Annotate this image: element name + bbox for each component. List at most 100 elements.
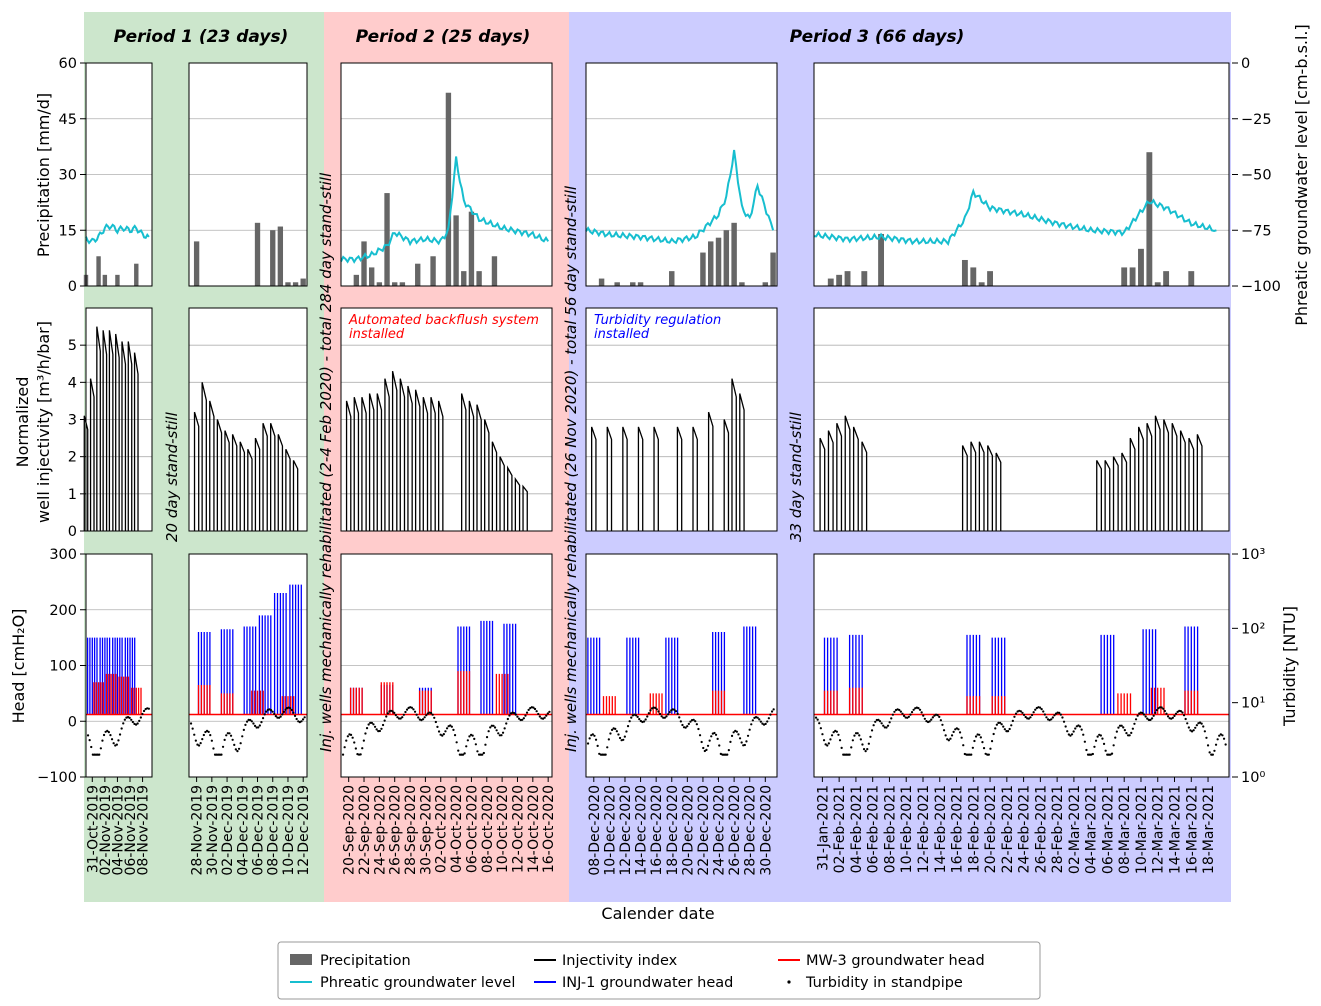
rehab-1-annotation: Inj. wells mechanically rehabilitated (2… bbox=[317, 172, 335, 752]
inj1-head-spike bbox=[743, 626, 757, 715]
injectivity-spike bbox=[499, 456, 505, 531]
injectivity-spike bbox=[1163, 419, 1170, 531]
injectivity-spike bbox=[692, 426, 698, 531]
panel-frame bbox=[340, 307, 553, 532]
inj1-head-spike bbox=[243, 626, 257, 715]
x-tick-label: 24-Feb-2021 bbox=[1017, 785, 1033, 873]
inj1-head-spike bbox=[258, 615, 272, 715]
x-tick-label: 26-Dec-2020 bbox=[727, 785, 743, 876]
precipitation-bar bbox=[1163, 271, 1170, 286]
phreatic-level-line bbox=[85, 223, 150, 245]
turbidity-y-tick: 10³ bbox=[1241, 547, 1265, 563]
x-tick-label: 06-Feb-2021 bbox=[866, 785, 882, 873]
x-tick-label: 12-Oct-2020 bbox=[511, 785, 527, 873]
injectivity-y-tick: 4 bbox=[68, 375, 77, 391]
precipitation-bar bbox=[700, 252, 706, 286]
x-tick-label: 22-Dec-2020 bbox=[696, 785, 712, 876]
injectivity-spike bbox=[414, 389, 421, 531]
x-tick-label: 10-Oct-2020 bbox=[495, 785, 511, 873]
rehab-2-annotation: Inj. wells mechanically rehabilitated (2… bbox=[562, 185, 580, 752]
inj1-head-spike bbox=[503, 623, 517, 715]
precipitation-bar bbox=[770, 252, 776, 286]
injectivity-spike bbox=[836, 422, 843, 531]
mw3-head-spike bbox=[649, 693, 663, 715]
x-tick-label: 24-Sep-2020 bbox=[372, 785, 388, 875]
groundwater-level-y-tick: −75 bbox=[1241, 223, 1272, 239]
injectivity-spike bbox=[637, 426, 644, 531]
turbidity-y-tick: 10¹ bbox=[1241, 696, 1265, 712]
x-tick-label: 08-Mar-2021 bbox=[1117, 785, 1133, 874]
x-tick-label: 14-Feb-2021 bbox=[933, 785, 949, 873]
precipitation-axis-label: Precipitation [mm/d] bbox=[34, 93, 53, 257]
precipitation-bar bbox=[961, 259, 968, 286]
precipitation-bar bbox=[614, 282, 620, 286]
inj1-head-spike bbox=[991, 637, 1006, 715]
phreatic-level-line bbox=[340, 156, 550, 264]
precipitation-bar bbox=[491, 256, 498, 286]
injectivity-spike bbox=[430, 397, 436, 531]
precipitation-bar bbox=[399, 282, 406, 286]
x-tick-label: 12-Dec-2019 bbox=[296, 785, 312, 876]
x-tick-label: 10-Mar-2021 bbox=[1134, 785, 1150, 874]
inj1-head-spike bbox=[273, 593, 287, 715]
groundwater-level-axis-label: Phreatic groundwater level [cm-b.s.l.] bbox=[1292, 24, 1311, 326]
x-tick-label: 14-Dec-2020 bbox=[634, 785, 650, 876]
injectivity-spike bbox=[491, 441, 498, 531]
injectivity-spike bbox=[277, 434, 284, 531]
inj1-head-spike bbox=[1184, 626, 1199, 715]
precipitation-bar bbox=[1129, 267, 1136, 286]
turbidity-dots bbox=[341, 706, 551, 756]
mw3-head-spike bbox=[823, 690, 838, 715]
mw3-head-spike bbox=[281, 696, 295, 715]
x-tick-label: 12-Feb-2021 bbox=[916, 785, 932, 873]
segment-3: 20-Sep-2020 22-Sep-2020 24-Sep-2020 26-Sep-… bbox=[340, 62, 557, 875]
head-y-tick: 0 bbox=[68, 714, 77, 730]
precipitation-bar bbox=[353, 274, 360, 286]
mw3-head-spike bbox=[220, 693, 234, 715]
precipitation-bar bbox=[102, 274, 108, 286]
injectivity-y-tick: 3 bbox=[68, 413, 77, 429]
injectivity-spike bbox=[1096, 460, 1103, 531]
legend-turbidity-label: Turbidity in standpipe bbox=[805, 975, 963, 991]
x-tick-label: 12-Mar-2021 bbox=[1151, 785, 1167, 874]
precipitation-bar bbox=[376, 282, 383, 286]
y-tick-group: 015304560012345−10001002003000−25−50−75−… bbox=[37, 56, 1281, 786]
precipitation-bar bbox=[468, 211, 475, 286]
turbidity-dots bbox=[586, 706, 775, 756]
injectivity-spike bbox=[622, 426, 628, 531]
precipitation-bar bbox=[415, 263, 421, 286]
injectivity-spike bbox=[970, 441, 977, 531]
segment-5: 31-Jan-2021 02-Feb-2021 04-Feb-2021 06-Feb-… bbox=[813, 62, 1230, 874]
precipitation-bar bbox=[369, 267, 375, 286]
legend-phreatic-label: Phreatic groundwater level bbox=[320, 975, 515, 991]
x-tick-label: 20-Dec-2020 bbox=[680, 785, 696, 876]
injectivity-axis-label-line-1: Normalized bbox=[13, 377, 32, 468]
panel-frame bbox=[188, 307, 308, 532]
x-tick-label: 04-Nov-2019 bbox=[110, 785, 126, 876]
legend-mw3-label: MW-3 groundwater head bbox=[806, 953, 985, 969]
injectivity-spike bbox=[961, 445, 968, 531]
x-tick-label: 02-Feb-2021 bbox=[832, 785, 848, 873]
precipitation-bar bbox=[1146, 152, 1153, 286]
precipitation-bar bbox=[270, 230, 276, 286]
x-tick-label: 10-Dec-2019 bbox=[281, 785, 297, 876]
groundwater-level-y-tick: −100 bbox=[1241, 279, 1281, 295]
precipitation-bar bbox=[1154, 282, 1161, 286]
x-tick-label: 08-Oct-2020 bbox=[480, 785, 496, 873]
injectivity-spike bbox=[133, 352, 139, 531]
mw3-head-spike bbox=[991, 696, 1006, 715]
injectivity-spike bbox=[231, 434, 238, 531]
inj1-head-spike bbox=[457, 626, 471, 715]
panel-frame bbox=[188, 553, 308, 778]
injectivity-spike bbox=[1121, 452, 1128, 531]
injectivity-spike bbox=[739, 393, 745, 531]
inj1-head-spike bbox=[480, 620, 494, 715]
x-tick-label: 10-Feb-2021 bbox=[899, 785, 915, 873]
groundwater-level-y-tick: −50 bbox=[1241, 168, 1272, 184]
injectivity-spike bbox=[844, 415, 851, 531]
injectivity-spike bbox=[606, 426, 613, 531]
period-2-title: Period 2 (25 days) bbox=[356, 27, 531, 47]
injectivity-spike bbox=[391, 371, 398, 531]
standstill-20-annotation: 20 day stand-still bbox=[163, 411, 181, 542]
mw3-head-spike bbox=[349, 687, 363, 715]
